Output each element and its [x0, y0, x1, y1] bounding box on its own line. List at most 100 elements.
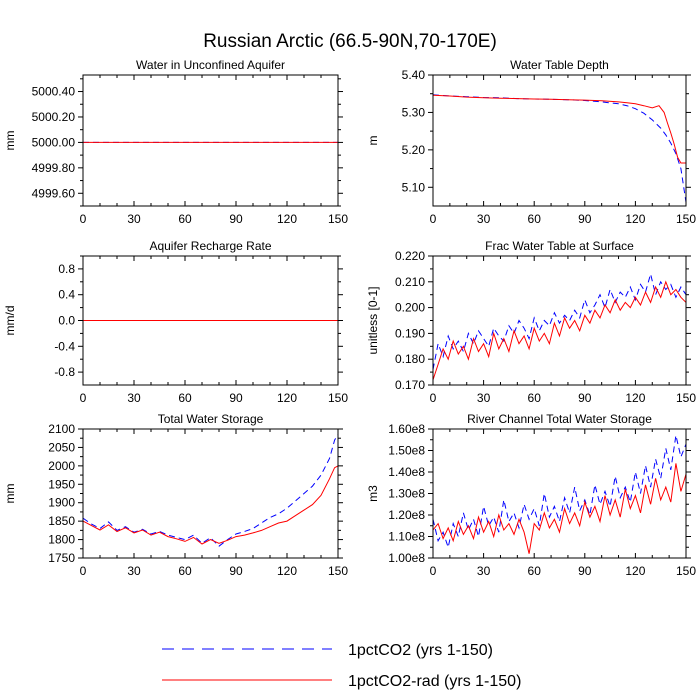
x-tick-label: 90	[229, 391, 243, 405]
y-tick-label: 0.220	[395, 249, 425, 263]
x-tick-label: 150	[328, 212, 348, 226]
plot-frame	[82, 428, 339, 559]
y-tick-label: 1.20e8	[388, 508, 425, 522]
panel-title: Frac Water Table at Surface	[485, 239, 634, 253]
y-tick-label: 0.170	[395, 378, 425, 392]
y-tick-label: 2000	[48, 459, 75, 473]
panel-river-channel-storage: River Channel Total Water Storage 0 30 60 90…	[366, 412, 696, 578]
x-tick-label: 120	[625, 391, 645, 405]
y-tick-label: 2050	[48, 440, 75, 454]
y-tick-label: -0.4	[54, 339, 75, 353]
y-tick-label: 1900	[48, 496, 75, 510]
x-tick-label: 0	[430, 212, 437, 226]
x-tick-label: 30	[477, 391, 491, 405]
y-tick-label: 5.30	[402, 105, 426, 119]
plot-frame	[432, 255, 687, 386]
x-tick-label: 150	[676, 564, 696, 578]
plot-frame	[432, 74, 687, 207]
series-line-1pctco2-rad	[83, 465, 338, 545]
y-tick-label: 1.00e8	[388, 551, 425, 565]
y-tick-label: 5000.20	[32, 110, 76, 124]
x-tick-label: 120	[625, 564, 645, 578]
y-axis-label: mm	[3, 484, 17, 504]
x-tick-label: 30	[127, 564, 141, 578]
x-tick-label: 150	[676, 212, 696, 226]
x-tick-label: 90	[229, 212, 243, 226]
x-tick-label: 120	[625, 212, 645, 226]
plot-frame	[82, 74, 339, 207]
x-tick-label: 30	[477, 212, 491, 226]
y-tick-label: 0.4	[58, 288, 75, 302]
y-axis-label: mm/d	[3, 306, 17, 336]
x-tick-label: 120	[277, 212, 297, 226]
y-tick-label: 5.40	[402, 68, 426, 82]
panel-title: Total Water Storage	[158, 412, 264, 426]
panel-title: River Channel Total Water Storage	[467, 412, 652, 426]
y-tick-label: 5000.00	[32, 135, 76, 149]
x-tick-label: 90	[229, 564, 243, 578]
series-line-1pctco2	[433, 435, 686, 550]
chart-panels: Water in Unconfined Aquifer 0 30 60 90 120 150…	[3, 58, 696, 578]
x-tick-label: 0	[80, 212, 87, 226]
y-tick-label: 0.200	[395, 301, 425, 315]
y-tick-label: 1.40e8	[388, 465, 425, 479]
x-tick-label: 60	[178, 564, 192, 578]
y-tick-label: 5.10	[402, 180, 426, 194]
y-axis-label: m	[366, 136, 380, 146]
x-tick-label: 60	[178, 212, 192, 226]
x-tick-label: 30	[127, 391, 141, 405]
figure-title: Russian Arctic (66.5-90N,70-170E)	[203, 31, 497, 52]
x-tick-label: 60	[528, 564, 542, 578]
panel-title: Water Table Depth	[510, 58, 609, 72]
y-tick-label: 1.30e8	[388, 487, 425, 501]
series-line-1pctco2	[433, 94, 686, 203]
series-line-1pctco2-rad	[433, 280, 686, 380]
y-tick-label: 1.50e8	[388, 444, 425, 458]
x-tick-label: 0	[430, 391, 437, 405]
legend: 1pctCO2 (yrs 1-150) 1pctCO2-rad (yrs 1-1…	[162, 642, 521, 690]
panel-aquifer-water: Water in Unconfined Aquifer 0 30 60 90 120 150…	[3, 58, 348, 226]
x-tick-label: 60	[528, 212, 542, 226]
panel-water-table-depth: Water Table Depth 0 30 60 90 120 150 5.10 5.20 5.…	[366, 58, 696, 226]
x-tick-label: 150	[676, 391, 696, 405]
y-tick-label: 5000.40	[32, 85, 76, 99]
y-tick-label: 4999.80	[32, 161, 76, 175]
y-tick-label: 0.0	[58, 314, 75, 328]
y-tick-label: 1850	[48, 514, 75, 528]
y-axis-label: unitless [0-1]	[366, 286, 380, 354]
x-tick-label: 150	[328, 391, 348, 405]
panel-recharge-rate: Aquifer Recharge Rate 0 30 60 90 120 150 -0.8 -0…	[3, 239, 348, 405]
y-tick-label: 2100	[48, 422, 75, 436]
legend-label-1pctco2-rad: 1pctCO2-rad (yrs 1-150)	[348, 673, 521, 690]
x-tick-label: 120	[277, 391, 297, 405]
y-tick-label: 1750	[48, 551, 75, 565]
y-tick-label: 5.20	[402, 143, 426, 157]
y-tick-label: 0.210	[395, 275, 425, 289]
panel-frac-water-table: Frac Water Table at Surface 0 30 60 90 120 150…	[366, 239, 696, 405]
series-line-1pctco2-rad	[433, 94, 686, 164]
x-tick-label: 60	[178, 391, 192, 405]
x-tick-label: 0	[80, 564, 87, 578]
series-line-1pctco2-rad	[433, 463, 686, 554]
x-tick-label: 0	[430, 564, 437, 578]
x-tick-label: 30	[477, 564, 491, 578]
x-tick-label: 60	[528, 391, 542, 405]
series-line-1pctco2	[433, 272, 686, 370]
panel-total-water-storage: Total Water Storage 0 30 60 90 120 150 1750 1800…	[3, 412, 348, 578]
y-tick-label: 1.60e8	[388, 422, 425, 436]
y-tick-label: 1950	[48, 477, 75, 491]
legend-label-1pctco2: 1pctCO2 (yrs 1-150)	[348, 642, 493, 659]
y-tick-label: 1800	[48, 533, 75, 547]
y-tick-label: 0.190	[395, 326, 425, 340]
y-tick-label: 0.8	[58, 262, 75, 276]
x-tick-label: 120	[277, 564, 297, 578]
y-axis-label: mm	[3, 131, 17, 151]
x-tick-label: 90	[578, 212, 592, 226]
x-tick-label: 150	[328, 564, 348, 578]
x-tick-label: 30	[127, 212, 141, 226]
y-tick-label: 4999.60	[32, 186, 76, 200]
y-tick-label: 0.180	[395, 352, 425, 366]
y-axis-label: m3	[366, 485, 380, 502]
x-tick-label: 0	[80, 391, 87, 405]
